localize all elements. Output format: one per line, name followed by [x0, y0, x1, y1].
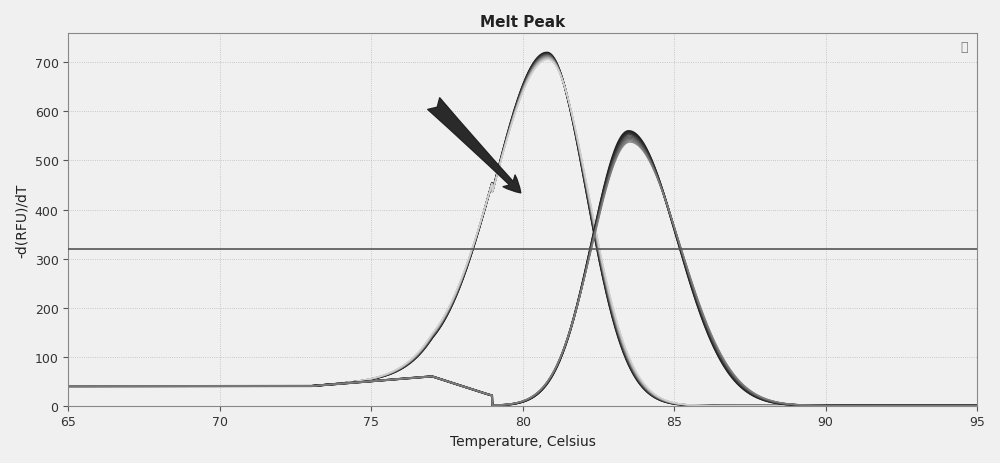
Text: 🔍: 🔍	[960, 41, 968, 54]
Y-axis label: -d(RFU)/dT: -d(RFU)/dT	[15, 183, 29, 257]
X-axis label: Temperature, Celsius: Temperature, Celsius	[450, 434, 596, 448]
Title: Melt Peak: Melt Peak	[480, 15, 565, 30]
